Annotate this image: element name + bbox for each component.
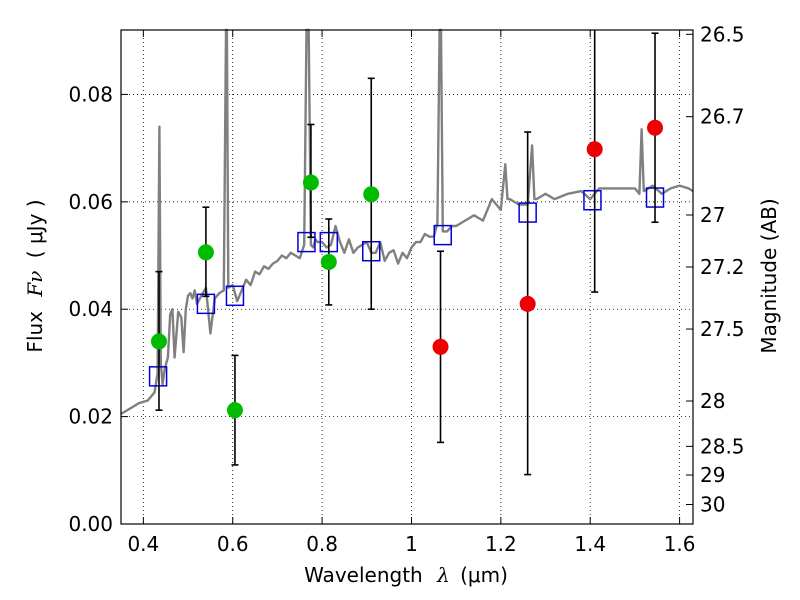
detection-point bbox=[363, 186, 380, 203]
x-tick-label: 1.6 bbox=[664, 532, 696, 556]
y-axis-title: Flux Fν ( μJy ) bbox=[23, 199, 47, 352]
x-tick-label: 0.8 bbox=[306, 532, 338, 556]
right-axis-title: Magnitude (AB) bbox=[757, 198, 781, 353]
right-tick-label: 29 bbox=[700, 463, 725, 487]
x-tick-label: 0.4 bbox=[127, 532, 159, 556]
detection-point bbox=[302, 174, 319, 191]
model-flux-square bbox=[583, 189, 602, 211]
low-significance-point bbox=[647, 119, 664, 136]
right-tick-label: 27.2 bbox=[700, 255, 745, 279]
detection-point bbox=[226, 402, 243, 419]
model-flux-square bbox=[225, 285, 245, 307]
y-tick-label: 0.06 bbox=[68, 190, 113, 214]
y-tick-label: 0.02 bbox=[68, 405, 113, 429]
x-axis-title: Wavelength λ (μm) bbox=[304, 563, 508, 587]
data-point-layer bbox=[150, 119, 664, 419]
detection-point bbox=[150, 333, 167, 350]
detection-point bbox=[197, 244, 214, 261]
y-tick-label: 0.00 bbox=[68, 512, 113, 536]
model-flux-square bbox=[297, 231, 316, 253]
tick-layer: 0.4 0.6 0.8 1 1.2 1.4 1.6 0.00 0.02 0.04 0.06 0.08 2… bbox=[68, 22, 744, 556]
x-tick-label: 0.6 bbox=[217, 532, 249, 556]
right-tick-label: 28.5 bbox=[700, 434, 745, 458]
x-tick-label: 1.2 bbox=[485, 532, 517, 556]
detection-point bbox=[320, 253, 337, 270]
low-significance-point bbox=[519, 295, 536, 312]
plot-frame bbox=[120, 29, 694, 525]
right-tick-label: 30 bbox=[700, 493, 725, 517]
right-tick-label: 27.5 bbox=[700, 317, 745, 341]
model-spectrum-line bbox=[120, 28, 694, 415]
y-tick-label: 0.04 bbox=[68, 297, 113, 321]
model-spectrum-layer bbox=[120, 28, 694, 415]
right-tick-label: 28 bbox=[700, 389, 725, 413]
right-tick-label: 26.5 bbox=[700, 22, 745, 46]
y-tick-label: 0.08 bbox=[68, 82, 113, 106]
low-significance-point bbox=[586, 141, 603, 158]
low-significance-point bbox=[432, 338, 449, 355]
model-flux-square bbox=[148, 366, 168, 387]
x-tick-label: 1.4 bbox=[574, 532, 606, 556]
right-tick-label: 26.7 bbox=[700, 105, 745, 129]
x-tick-label: 1 bbox=[405, 532, 418, 556]
right-tick-label: 27 bbox=[700, 203, 725, 227]
model-flux-square bbox=[433, 224, 452, 246]
